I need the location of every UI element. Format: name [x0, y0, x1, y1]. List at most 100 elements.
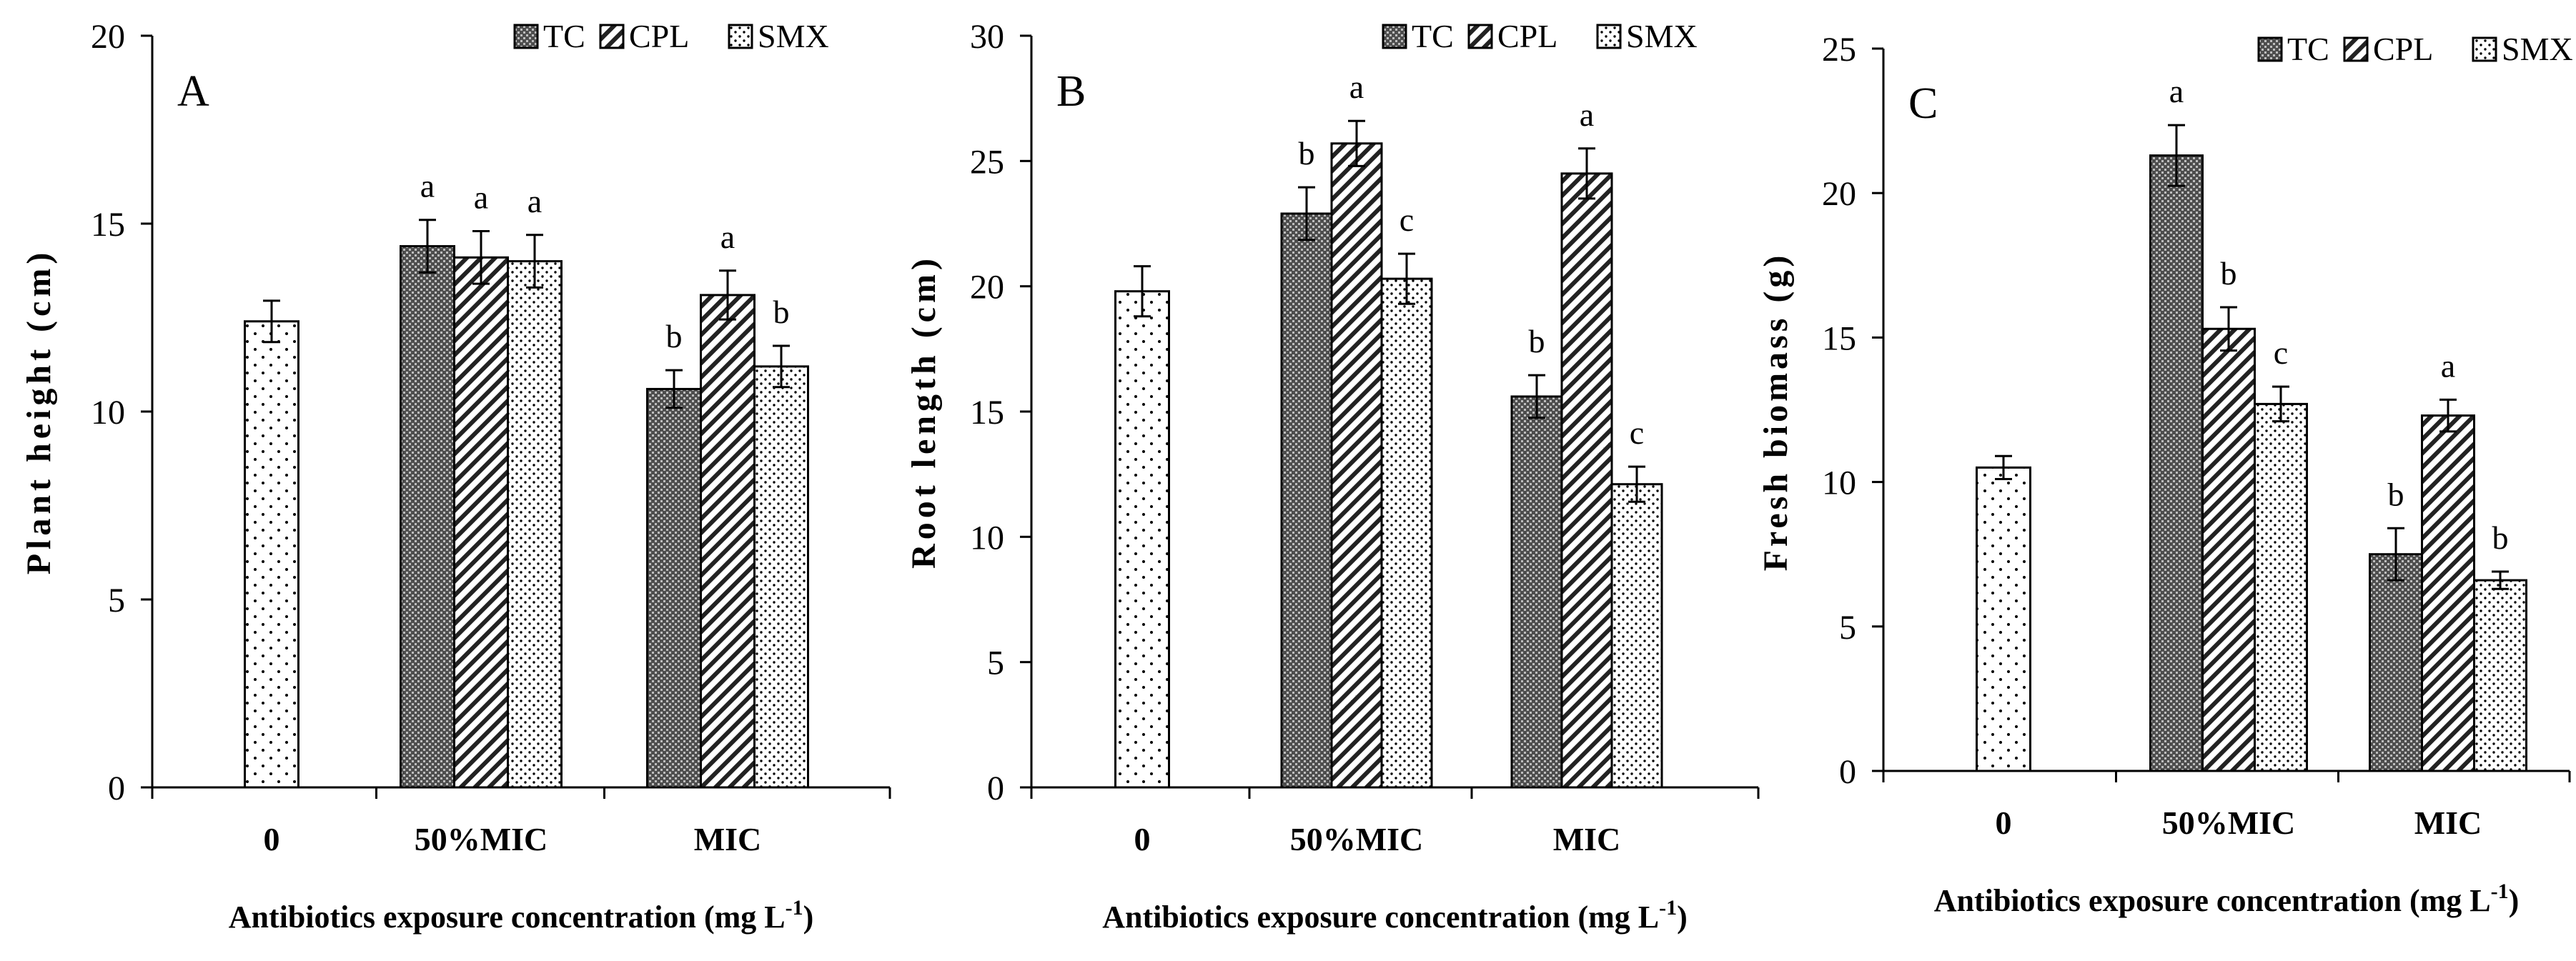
bar-tc: [2149, 154, 2204, 772]
legend-label: CPL: [1497, 18, 1557, 54]
y-tick-label: 15: [970, 394, 1004, 432]
bar-tc: [646, 387, 702, 789]
bar-smx: [753, 365, 809, 789]
significance-letter: a: [720, 219, 735, 255]
significance-letter: a: [2441, 347, 2455, 384]
chart-panel-b: 0 5 10 15 20 25 30 0 50%MIC MIC Antibiotics exposu…: [905, 18, 1760, 935]
significance-letter: c: [1630, 414, 1644, 451]
x-axis-title-main: Antibiotics exposure concentration (mg L: [229, 900, 786, 935]
bar-smx: [507, 260, 563, 789]
bar-cpl: [1560, 172, 1613, 789]
legend-swatch: [2343, 36, 2369, 62]
y-tick-label: 20: [970, 269, 1004, 307]
legend-swatch: [1382, 24, 1407, 49]
y-tick-label: 25: [970, 143, 1004, 181]
x-axis-title-sup: -1: [2491, 880, 2509, 903]
x-tick-label: MIC: [2414, 805, 2482, 841]
bar-control: [1114, 290, 1170, 789]
legend-label: SMX: [758, 18, 829, 54]
legend-label: SMX: [1626, 18, 1698, 54]
significance-letter: a: [1349, 69, 1364, 105]
legend-swatch: [513, 24, 539, 49]
y-tick-label: 0: [1839, 753, 1856, 791]
legend-swatch: [1596, 24, 1622, 49]
panel-letter: A: [177, 67, 209, 116]
bar-tc: [400, 245, 455, 789]
bar-smx: [1380, 277, 1433, 789]
y-axis-title: Plant height (cm): [20, 249, 58, 575]
x-tick-label: MIC: [1553, 821, 1621, 857]
x-axis-title: Antibiotics exposure concentration (mg L…: [229, 896, 814, 935]
y-tick-label: 15: [91, 206, 125, 244]
significance-letter: a: [527, 183, 542, 219]
legend-label: CPL: [2373, 31, 2433, 67]
y-tick-label: 0: [108, 770, 125, 807]
bar-control: [1976, 466, 2031, 772]
y-tick-label: 10: [970, 519, 1004, 557]
legend-swatch: [728, 24, 753, 49]
significance-letter: b: [1299, 135, 1315, 171]
legend-label: TC: [2287, 31, 2329, 67]
significance-letter: a: [420, 168, 435, 204]
bar-smx: [2254, 402, 2308, 772]
x-axis-title: Antibiotics exposure concentration (mg L…: [1102, 896, 1688, 935]
legend-swatch: [599, 24, 625, 49]
legend-label: TC: [1412, 18, 1454, 54]
chart-panel-c: 0 5 10 15 20 25 0 50%MIC MIC Antibiotics exposure…: [1757, 31, 2573, 918]
bar-cpl: [2201, 327, 2256, 772]
significance-letter: c: [1400, 201, 1414, 238]
significance-letter: a: [2169, 73, 2184, 109]
y-tick-label: 5: [1839, 609, 1856, 647]
x-axis-title: Antibiotics exposure concentration (mg L…: [1934, 880, 2520, 918]
significance-letter: b: [2221, 255, 2237, 292]
bar-tc: [1510, 395, 1563, 789]
legend-label: TC: [543, 18, 585, 54]
y-tick-label: 0: [987, 770, 1004, 807]
y-axis-title: Fresh biomass (g): [1757, 252, 1795, 572]
panel-letter: B: [1056, 67, 1086, 116]
y-tick-label: 10: [91, 394, 125, 432]
significance-letter: c: [2274, 334, 2288, 371]
y-tick-label: 5: [108, 582, 125, 619]
legend-swatch: [2257, 36, 2283, 62]
significance-letter: b: [666, 318, 683, 354]
chart-panel-a: 0 5 10 15 20 0 50%MIC MIC Antibiotics exposure c…: [20, 18, 891, 935]
bar-cpl: [2421, 414, 2475, 772]
significance-letter: b: [2492, 519, 2509, 556]
x-tick-label: 0: [1996, 805, 2012, 841]
bar-cpl: [1330, 142, 1383, 789]
legend-label: CPL: [629, 18, 689, 54]
x-tick-label: 50%MIC: [1290, 821, 1424, 857]
bar-tc: [2369, 553, 2423, 772]
legend-swatch: [2472, 36, 2497, 62]
y-tick-label: 5: [987, 644, 1004, 682]
bar-smx: [1610, 483, 1663, 789]
significance-letter: a: [474, 179, 488, 216]
significance-letter: a: [1580, 96, 1594, 133]
y-tick-label: 20: [91, 18, 125, 56]
x-axis-title-sup: -1: [1659, 896, 1677, 920]
y-tick-label: 15: [1822, 319, 1856, 357]
panel-letter: C: [1908, 79, 1938, 128]
bar-tc: [1280, 212, 1333, 789]
x-tick-label: 50%MIC: [415, 821, 548, 857]
y-tick-label: 25: [1822, 31, 1856, 69]
significance-letter: b: [1529, 323, 1545, 359]
significance-letter: b: [2388, 476, 2404, 512]
bar-smx: [2473, 579, 2527, 772]
x-axis-title-close: ): [2509, 883, 2520, 918]
x-tick-label: 0: [264, 821, 280, 857]
bar-cpl: [453, 256, 509, 789]
legend-swatch: [1467, 24, 1493, 49]
x-axis-title-close: ): [1677, 900, 1688, 935]
bar-cpl: [700, 294, 756, 789]
legend-label: SMX: [2502, 31, 2573, 67]
x-axis-title-close: ): [803, 900, 814, 935]
y-tick-label: 20: [1822, 175, 1856, 213]
x-axis-title-main: Antibiotics exposure concentration (mg L: [1934, 883, 2491, 918]
x-tick-label: 0: [1134, 821, 1151, 857]
x-tick-label: 50%MIC: [2162, 805, 2296, 841]
x-axis-title-sup: -1: [786, 896, 803, 920]
y-tick-label: 10: [1822, 464, 1856, 502]
